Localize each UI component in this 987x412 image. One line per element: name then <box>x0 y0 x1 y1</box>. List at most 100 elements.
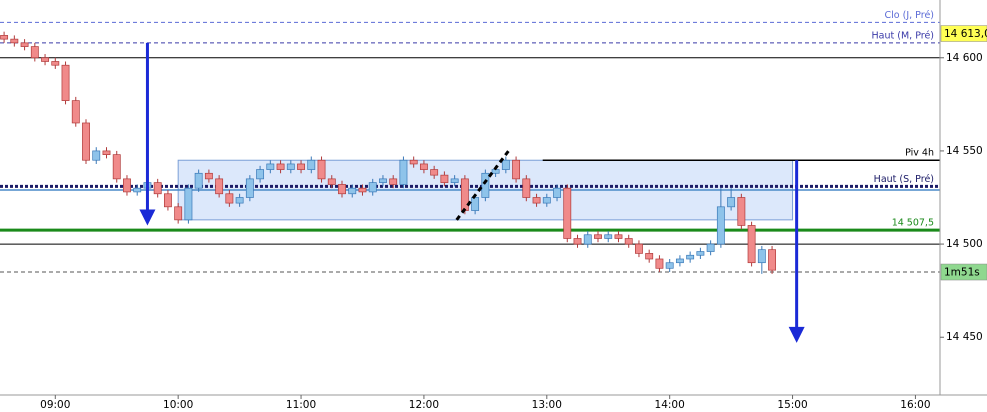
x-tick-label: 11:00 <box>286 399 316 411</box>
candle-body <box>358 187 367 193</box>
candle-body <box>317 159 326 180</box>
candle-body <box>583 234 592 245</box>
candle-body <box>307 159 316 170</box>
candle-body <box>286 163 295 170</box>
candle-body <box>419 163 428 170</box>
candle-body <box>768 249 777 271</box>
shape-layer <box>139 42 805 343</box>
candle-body <box>10 38 19 44</box>
candle-body <box>163 193 172 208</box>
candle-body <box>266 163 275 170</box>
candle-body <box>440 174 449 183</box>
candle-body <box>430 169 439 176</box>
level-label: Haut (S, Pré) <box>874 174 934 185</box>
candle-body <box>133 187 142 193</box>
level-label: Piv 4h <box>905 148 934 159</box>
level-label: Haut (M, Pré) <box>872 30 934 41</box>
arrow-head <box>139 209 156 226</box>
candle-body <box>61 64 70 101</box>
candle-body <box>41 57 49 62</box>
y-tick-label: 14 450 <box>946 331 983 343</box>
candle-body <box>757 249 766 264</box>
candle-body <box>481 172 490 198</box>
candle-body <box>409 159 418 165</box>
candle-body <box>635 243 643 254</box>
candle-body <box>184 187 193 221</box>
candle-body <box>245 178 254 198</box>
x-tick-label: 14:00 <box>655 399 685 411</box>
price-tag-label: 1m51s <box>944 267 980 279</box>
candle-body <box>123 178 131 193</box>
candle-body <box>51 61 60 66</box>
candle-body <box>338 184 346 195</box>
candle-body <box>450 178 459 183</box>
candle-body <box>460 178 469 211</box>
candle-body <box>215 178 224 195</box>
candle-body <box>327 178 336 185</box>
level-label: Clo (J, Pré) <box>885 10 934 21</box>
candle-body <box>153 182 162 195</box>
candle-body <box>727 197 736 208</box>
x-tick-label: 12:00 <box>409 399 439 411</box>
candle-body <box>276 163 285 170</box>
candle-body <box>655 258 664 269</box>
candle-body <box>71 100 80 124</box>
candle-body <box>573 238 582 245</box>
candle-body <box>0 35 9 40</box>
x-tick-label: 15:00 <box>777 399 807 411</box>
x-tick-label: 10:00 <box>163 399 193 411</box>
candle-body <box>624 238 633 245</box>
candle-body <box>82 122 90 161</box>
candle-body <box>256 169 265 180</box>
candle-body <box>512 159 521 180</box>
candle-body <box>594 234 602 239</box>
candle-body <box>389 178 398 185</box>
candle-body <box>112 154 121 180</box>
candle-body <box>716 206 725 245</box>
candle-body <box>30 46 39 59</box>
candle-body <box>665 262 674 269</box>
candle-body <box>399 159 408 185</box>
candle-body <box>542 197 551 204</box>
candle-body <box>471 197 480 211</box>
candle-body <box>614 234 623 239</box>
candle-body <box>553 187 561 198</box>
trendline <box>455 148 512 221</box>
candle-body <box>20 42 29 47</box>
candle-body <box>645 253 654 260</box>
candle-body <box>368 182 377 193</box>
candle-body <box>604 234 613 239</box>
x-tick-label: 09:00 <box>40 399 70 411</box>
y-tick-label: 14 500 <box>946 238 983 250</box>
axis-layer: 14 600 14 550 14 500 14 450 14 613,0 1m51s 09:… <box>40 25 987 411</box>
price-tag <box>940 263 987 281</box>
candle-body <box>737 197 746 226</box>
candle-body <box>194 172 203 189</box>
candle-body <box>102 150 111 155</box>
candle-body <box>686 254 695 260</box>
candle-body <box>522 178 531 198</box>
candle-body <box>747 225 756 264</box>
candle-body <box>92 150 101 161</box>
candle-body <box>563 187 572 239</box>
candle-layer <box>0 31 777 274</box>
candle-body <box>204 172 213 180</box>
arrow-head <box>788 326 805 343</box>
candle-body <box>297 163 305 170</box>
candle-body <box>235 197 244 204</box>
candle-body <box>348 187 357 195</box>
candle-body <box>501 159 510 170</box>
x-tick-label: 16:00 <box>900 399 930 411</box>
price-tag <box>940 25 987 42</box>
candle-body <box>532 197 541 204</box>
y-tick-label: 14 600 <box>946 52 983 64</box>
candle-body <box>174 206 183 221</box>
candle-body <box>696 251 705 256</box>
price-tag-label: 14 613,0 <box>944 28 987 40</box>
x-tick-label: 13:00 <box>532 399 562 411</box>
candle-body <box>706 243 715 252</box>
y-tick-label: 14 550 <box>946 145 983 157</box>
candle-body <box>675 258 684 264</box>
candle-body <box>225 193 234 204</box>
